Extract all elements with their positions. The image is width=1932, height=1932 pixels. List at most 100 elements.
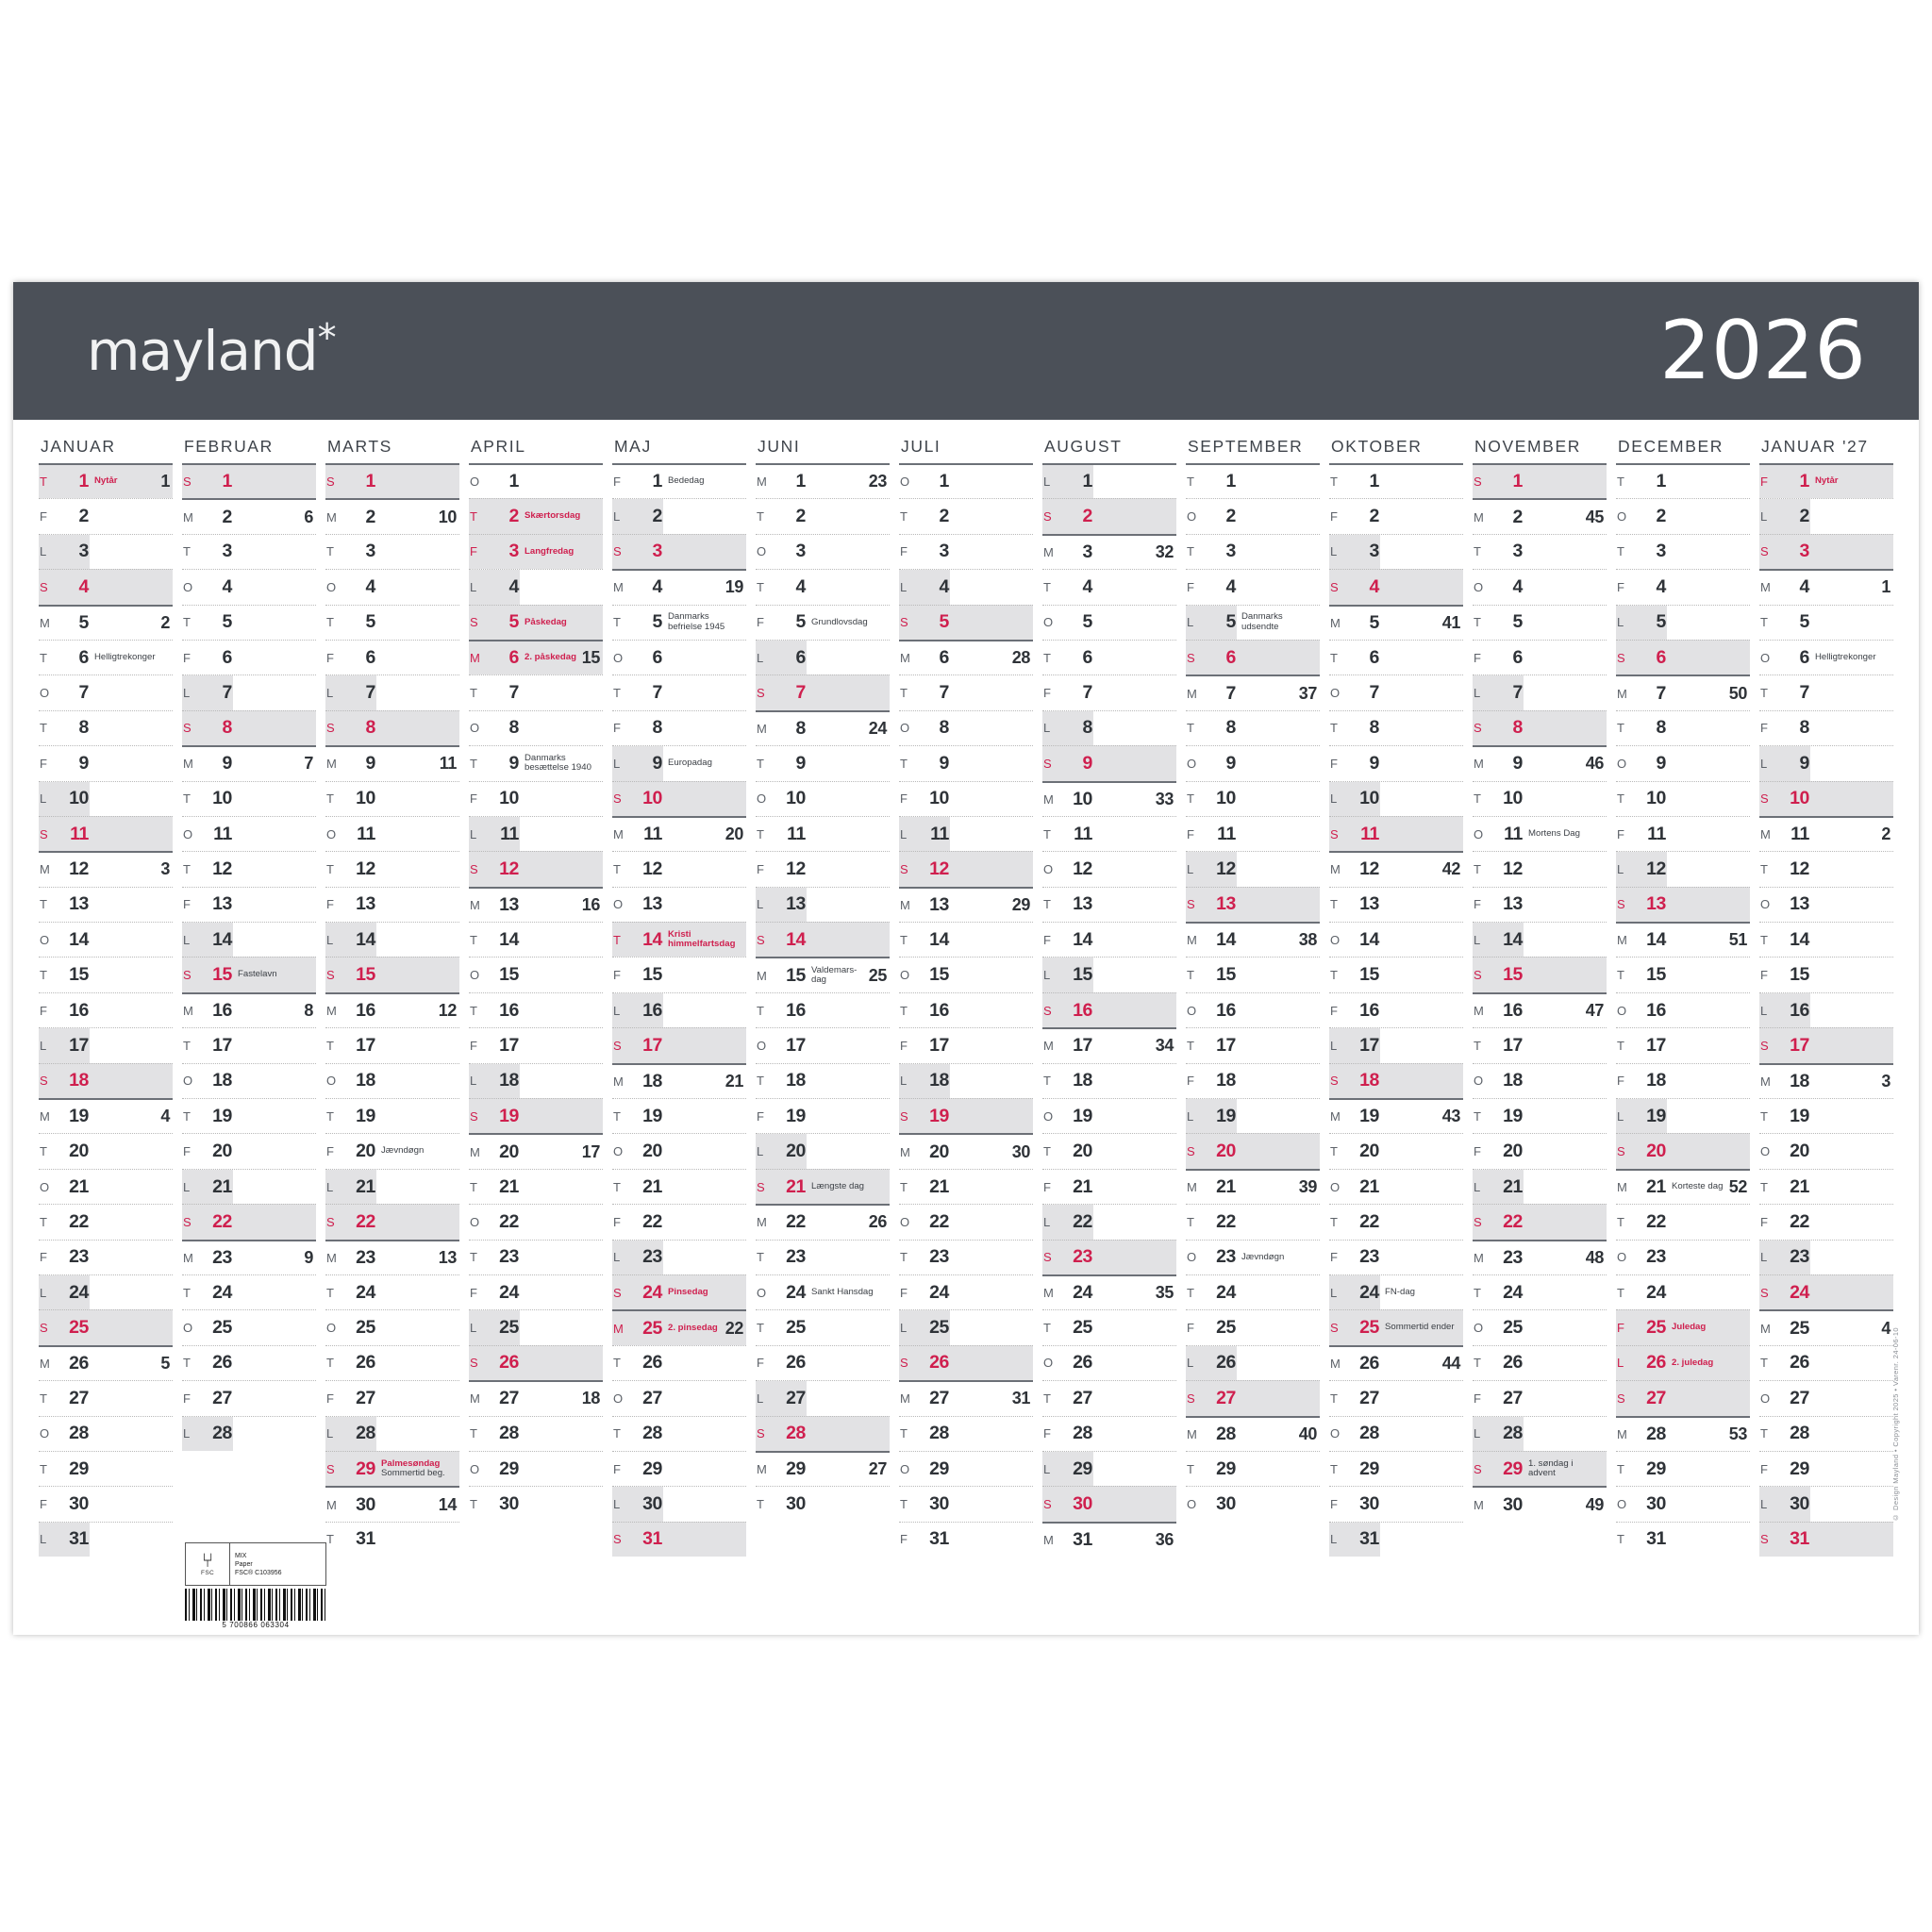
day-row[interactable]: S 15: [1473, 957, 1607, 992]
day-row[interactable]: T 5 Danmarks befrielse 1945: [612, 604, 746, 640]
day-row[interactable]: T 12: [325, 851, 459, 886]
day-row[interactable]: L 15: [1042, 957, 1176, 992]
day-row[interactable]: O 28: [39, 1415, 173, 1451]
day-row[interactable]: T 12: [1759, 851, 1893, 886]
day-row[interactable]: O 25: [325, 1309, 459, 1344]
day-row[interactable]: T 21: [612, 1168, 746, 1204]
day-row[interactable]: M 28 53: [1616, 1415, 1750, 1451]
day-row[interactable]: T 27: [1329, 1380, 1463, 1415]
day-row[interactable]: T 28: [469, 1415, 603, 1451]
day-row[interactable]: T 19: [1473, 1098, 1607, 1133]
day-row[interactable]: F 25: [1186, 1309, 1320, 1344]
day-row[interactable]: S 13: [1616, 886, 1750, 923]
day-row[interactable]: O 19: [1042, 1098, 1176, 1133]
day-row[interactable]: O 26: [1042, 1344, 1176, 1380]
day-row[interactable]: S 22: [182, 1204, 316, 1240]
day-row[interactable]: F 29: [612, 1450, 746, 1486]
day-row[interactable]: L 12: [1616, 851, 1750, 887]
day-row[interactable]: S 26: [899, 1344, 1033, 1381]
day-row[interactable]: O 15: [469, 957, 603, 991]
day-row[interactable]: L 18: [469, 1062, 603, 1099]
day-row[interactable]: F 1 Bededag: [612, 463, 746, 498]
day-row[interactable]: S 21 Længste dag: [756, 1168, 890, 1205]
day-row[interactable]: L 17: [1329, 1027, 1463, 1063]
day-row[interactable]: M 12 42: [1329, 851, 1463, 886]
day-row[interactable]: M 27 18: [469, 1380, 603, 1415]
day-row[interactable]: S 16: [1042, 991, 1176, 1028]
day-row[interactable]: S 15 Fastelavn: [182, 957, 316, 992]
day-row[interactable]: T 15: [1616, 957, 1750, 991]
day-row[interactable]: M 13 16: [469, 886, 603, 922]
day-row[interactable]: T 9 Danmarks besættelse 1940: [469, 745, 603, 780]
day-row[interactable]: M 15 Valdemars-dag 25: [756, 957, 890, 991]
day-row[interactable]: F 16: [39, 991, 173, 1027]
day-row[interactable]: L 14: [325, 922, 459, 958]
day-row[interactable]: M 2 45: [1473, 498, 1607, 533]
day-row[interactable]: L 31: [39, 1521, 173, 1557]
day-row[interactable]: T 16: [756, 991, 890, 1027]
day-row[interactable]: F 16: [1329, 991, 1463, 1027]
day-row[interactable]: T 18: [1042, 1062, 1176, 1098]
day-row[interactable]: F 22: [612, 1204, 746, 1239]
day-row[interactable]: L 10: [1329, 780, 1463, 816]
day-row[interactable]: T 11: [756, 815, 890, 851]
day-row[interactable]: O 27: [1759, 1380, 1893, 1415]
day-row[interactable]: L 25: [899, 1309, 1033, 1345]
day-row[interactable]: O 22: [899, 1204, 1033, 1239]
day-row[interactable]: M 30 14: [325, 1486, 459, 1521]
day-row[interactable]: S 23: [1042, 1239, 1176, 1274]
day-row[interactable]: M 11 20: [612, 815, 746, 851]
day-row[interactable]: T 29: [1329, 1450, 1463, 1486]
day-row[interactable]: O 13: [612, 886, 746, 922]
day-row[interactable]: T 23: [899, 1239, 1033, 1274]
day-row[interactable]: O 11: [182, 815, 316, 851]
day-row[interactable]: F 27: [325, 1380, 459, 1415]
day-row[interactable]: M 19 43: [1329, 1098, 1463, 1133]
day-row[interactable]: M 23 13: [325, 1239, 459, 1274]
day-row[interactable]: T 29: [1616, 1450, 1750, 1486]
day-row[interactable]: L 30: [1759, 1486, 1893, 1522]
day-row[interactable]: F 29: [1759, 1450, 1893, 1486]
day-row[interactable]: M 29 27: [756, 1450, 890, 1486]
day-row[interactable]: F 11: [1186, 815, 1320, 851]
day-row[interactable]: L 28: [325, 1415, 459, 1451]
day-row[interactable]: S 25 Sommertid ender: [1329, 1309, 1463, 1345]
day-row[interactable]: F 27: [1473, 1380, 1607, 1415]
day-row[interactable]: M 2 10: [325, 498, 459, 533]
day-row[interactable]: T 31: [1616, 1521, 1750, 1557]
day-row[interactable]: S 19: [899, 1098, 1033, 1134]
day-row[interactable]: L 24 FN-dag: [1329, 1274, 1463, 1310]
day-row[interactable]: F 1 Nytår: [1759, 463, 1893, 499]
day-row[interactable]: O 21: [39, 1168, 173, 1204]
day-row[interactable]: L 10: [39, 780, 173, 816]
day-row[interactable]: F 23: [1329, 1239, 1463, 1274]
day-row[interactable]: T 17: [1186, 1027, 1320, 1062]
day-row[interactable]: L 28: [1473, 1415, 1607, 1451]
day-row[interactable]: S 24: [1759, 1274, 1893, 1310]
day-row[interactable]: L 25: [469, 1309, 603, 1345]
day-row[interactable]: T 30: [469, 1486, 603, 1521]
day-row[interactable]: T 24: [1186, 1274, 1320, 1309]
day-row[interactable]: S 12: [899, 851, 1033, 887]
day-row[interactable]: O 27: [612, 1380, 746, 1415]
day-row[interactable]: F 19: [756, 1098, 890, 1133]
day-row[interactable]: O 16: [1186, 991, 1320, 1027]
day-row[interactable]: T 16: [469, 991, 603, 1027]
day-row[interactable]: T 28: [1759, 1415, 1893, 1451]
